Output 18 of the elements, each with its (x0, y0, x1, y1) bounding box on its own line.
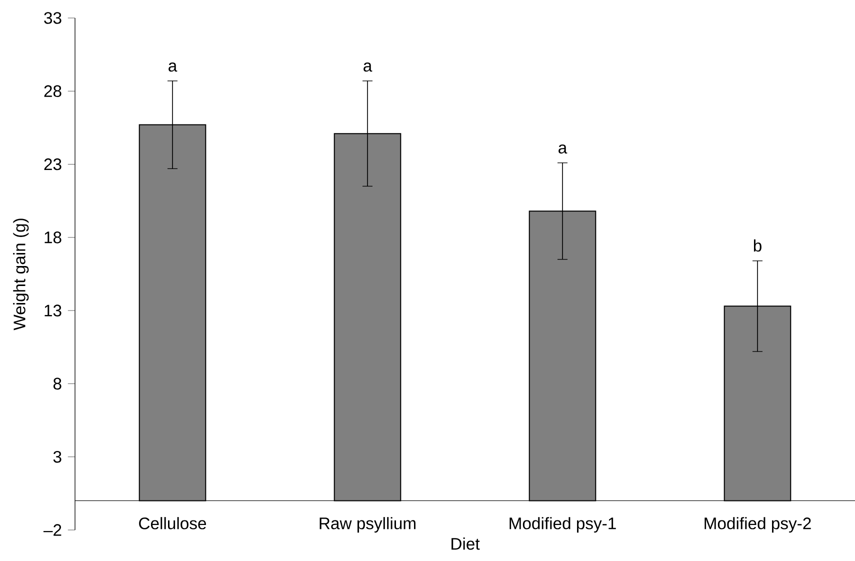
y-axis-title: Weight gain (g) (13, 218, 29, 330)
annotation: a (168, 62, 178, 72)
x-tick-label: Cellulose (139, 517, 206, 530)
annotation: b (754, 239, 762, 252)
x-tick-label: Modified psy-2 (704, 517, 811, 533)
y-tick-label: –2 (43, 524, 62, 536)
y-tick-label: 33 (44, 12, 62, 24)
y-tick-label: 28 (44, 85, 62, 98)
x-axis-title: Diet (452, 538, 480, 550)
annotation: a (364, 62, 372, 72)
y-tick-label: 23 (44, 158, 62, 170)
y-tick-label: 18 (44, 232, 62, 244)
y-tick-label: 8 (53, 378, 62, 390)
y-tick-label: 13 (44, 304, 62, 316)
y-tick-label: 3 (53, 450, 62, 463)
annotation: a (558, 144, 568, 154)
x-tick-label: Raw psyllium (320, 517, 416, 533)
x-tick-label: Modified psy-1 (510, 517, 616, 533)
